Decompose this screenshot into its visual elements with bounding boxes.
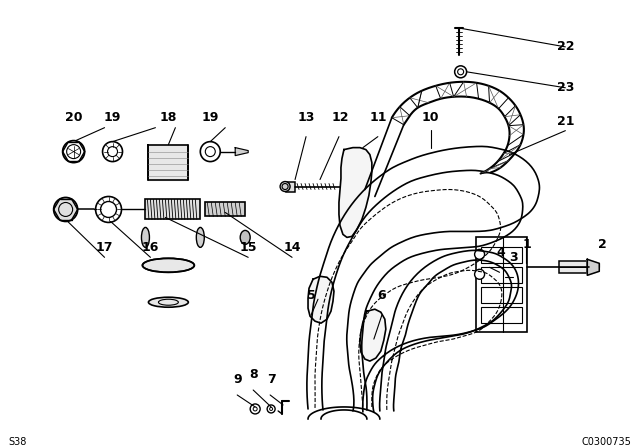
Circle shape: [100, 202, 116, 217]
Text: 16: 16: [141, 241, 159, 254]
Circle shape: [250, 404, 260, 414]
Polygon shape: [360, 309, 386, 361]
Circle shape: [454, 66, 467, 78]
Ellipse shape: [143, 258, 195, 272]
Text: 1: 1: [522, 238, 531, 251]
Polygon shape: [236, 148, 248, 155]
Text: 8: 8: [249, 367, 257, 380]
Text: 17: 17: [96, 241, 113, 254]
Text: 7: 7: [267, 373, 275, 386]
Circle shape: [95, 197, 122, 222]
Polygon shape: [339, 148, 372, 237]
Circle shape: [102, 142, 122, 162]
Text: 2: 2: [598, 238, 607, 251]
Text: 3: 3: [509, 251, 518, 264]
Text: 4: 4: [496, 246, 505, 259]
Ellipse shape: [141, 228, 149, 247]
Text: S38: S38: [9, 437, 27, 447]
Text: 18: 18: [160, 111, 177, 124]
Bar: [205, 202, 245, 216]
Text: 5: 5: [307, 289, 316, 302]
Text: 12: 12: [331, 111, 349, 124]
Text: 20: 20: [65, 111, 83, 124]
Text: 14: 14: [284, 241, 301, 254]
Bar: [481, 267, 522, 283]
Bar: [481, 307, 522, 323]
Text: 15: 15: [239, 241, 257, 254]
Circle shape: [205, 146, 215, 157]
Text: 9: 9: [233, 373, 241, 386]
Circle shape: [280, 181, 290, 191]
Circle shape: [63, 141, 84, 163]
Polygon shape: [148, 145, 188, 180]
Text: 11: 11: [369, 111, 387, 124]
Text: 21: 21: [557, 115, 574, 128]
Text: 23: 23: [557, 81, 574, 94]
Ellipse shape: [240, 230, 250, 244]
Text: C0300735: C0300735: [581, 437, 631, 447]
Circle shape: [475, 269, 484, 279]
Circle shape: [267, 405, 275, 413]
Bar: [481, 247, 522, 263]
Circle shape: [475, 250, 484, 259]
Text: 13: 13: [298, 111, 315, 124]
Bar: [481, 287, 522, 303]
Bar: [286, 181, 295, 191]
Text: 6: 6: [378, 289, 386, 302]
Text: 22: 22: [557, 40, 574, 53]
Circle shape: [200, 142, 220, 162]
Circle shape: [108, 146, 118, 157]
Bar: [476, 237, 527, 332]
Ellipse shape: [148, 297, 188, 307]
Text: 19: 19: [202, 111, 219, 124]
Ellipse shape: [196, 228, 204, 247]
Text: 19: 19: [104, 111, 121, 124]
Text: 10: 10: [422, 111, 440, 124]
Polygon shape: [588, 259, 599, 275]
Polygon shape: [308, 276, 334, 323]
Bar: [145, 199, 200, 220]
Bar: [559, 261, 588, 273]
Circle shape: [54, 198, 77, 221]
